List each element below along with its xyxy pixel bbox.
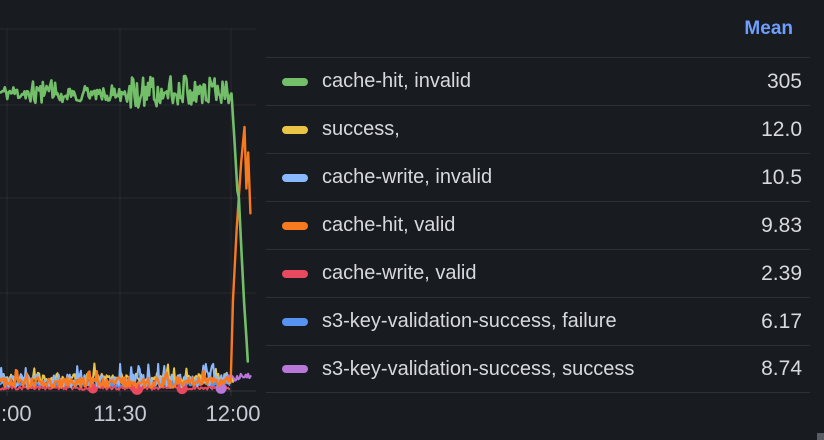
series-mean-value: 10.5 xyxy=(761,165,802,189)
series-mean-value: 8.74 xyxy=(761,357,802,380)
series-color-swatch xyxy=(282,317,308,326)
x-tick-label: 11:30 xyxy=(93,401,147,426)
series-mean-value: 9.83 xyxy=(761,213,802,237)
legend-row[interactable]: s3-key-validation-success, success 8.74 xyxy=(266,345,810,393)
legend-row[interactable]: cache-write, valid 2.39 xyxy=(266,249,810,297)
series-mean-value: 6.17 xyxy=(761,309,802,333)
scrollbar-corner[interactable] xyxy=(817,433,824,440)
x-tick-label: :00 xyxy=(1,401,32,426)
series-label[interactable]: cache-write, invalid xyxy=(322,166,493,188)
legend-header-row: Mean xyxy=(262,0,824,57)
time-series-chart[interactable] xyxy=(0,0,263,440)
series-color-swatch xyxy=(282,269,308,278)
series-label[interactable]: success, xyxy=(322,118,400,140)
legend-row[interactable]: cache-write, invalid 10.5 xyxy=(266,153,810,201)
legend-row[interactable]: s3-key-validation-success, failure 6.17 xyxy=(266,297,810,345)
series-color-swatch xyxy=(282,173,308,182)
series-label[interactable]: cache-hit, invalid xyxy=(322,70,471,92)
series-label[interactable]: s3-key-validation-success, success xyxy=(322,357,635,380)
legend-row[interactable]: cache-hit, invalid 305 xyxy=(266,57,810,105)
legend-rows: cache-hit, invalid 305 success, 12.0 cac… xyxy=(262,57,824,393)
series-label[interactable]: s3-key-validation-success, failure xyxy=(322,310,617,332)
mean-column-header[interactable]: Mean xyxy=(744,17,793,39)
series-mean-value: 305 xyxy=(766,69,802,93)
series-color-swatch xyxy=(282,365,308,373)
series-mean-value: 2.39 xyxy=(761,261,802,285)
series-color-swatch xyxy=(282,125,308,134)
series-color-swatch xyxy=(282,221,308,230)
x-tick-label: 12:00 xyxy=(205,401,261,426)
series-mean-value: 12.0 xyxy=(761,117,802,141)
series-label[interactable]: cache-hit, valid xyxy=(322,214,456,236)
legend-row[interactable]: success, 12.0 xyxy=(266,105,810,153)
chart-area: :00 11:30 12:00 xyxy=(0,0,263,440)
series-color-swatch xyxy=(282,77,308,86)
legend-table: Mean cache-hit, invalid 305 success, 12.… xyxy=(262,0,824,440)
series-label[interactable]: cache-write, valid xyxy=(322,262,477,284)
legend-row[interactable]: cache-hit, valid 9.83 xyxy=(266,201,810,249)
